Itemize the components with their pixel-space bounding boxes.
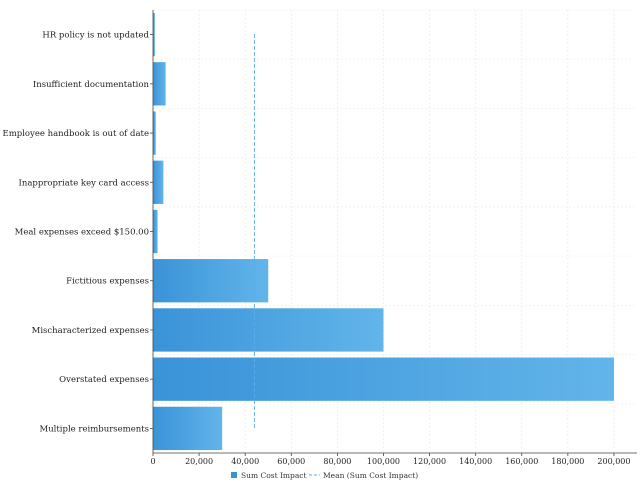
category-label: HR policy is not updated bbox=[42, 31, 149, 41]
x-tick-label: 60,000 bbox=[277, 457, 305, 466]
bar bbox=[153, 406, 223, 451]
bar bbox=[153, 308, 384, 352]
bar bbox=[153, 111, 156, 155]
bar bbox=[153, 209, 158, 254]
x-tick-label: 100,000 bbox=[367, 457, 400, 466]
bar bbox=[153, 160, 164, 204]
x-tick-label: 200,000 bbox=[597, 457, 630, 466]
bar bbox=[153, 259, 269, 303]
legend-bar-swatch bbox=[231, 472, 237, 478]
x-tick-label: 80,000 bbox=[323, 457, 351, 466]
category-label: Insufficient documentation bbox=[33, 80, 150, 90]
x-tick-label: 140,000 bbox=[459, 457, 492, 466]
x-tick-label: 40,000 bbox=[231, 457, 259, 466]
axis-layer bbox=[150, 10, 637, 456]
bar bbox=[153, 357, 614, 401]
bar bbox=[153, 12, 155, 57]
category-label: Employee handbook is out of date bbox=[2, 129, 149, 139]
category-label: Meal expenses exceed $150.00 bbox=[15, 228, 149, 238]
bar bbox=[153, 62, 166, 106]
x-tick-label: 120,000 bbox=[413, 457, 446, 466]
category-label: Mischaracterized expenses bbox=[32, 326, 149, 336]
category-label: Fictitious expenses bbox=[66, 277, 149, 287]
x-tick-label: 20,000 bbox=[185, 457, 213, 466]
category-label: Overstated expenses bbox=[59, 375, 149, 385]
legend-bar-label: Sum Cost Impact bbox=[241, 471, 307, 480]
label-layer: 0 20,000 40,000 60,000 80,000 100,000 120,000 1… bbox=[2, 31, 630, 466]
legend: Sum Cost Impact Mean (Sum Cost Impact) bbox=[231, 471, 418, 480]
x-tick-label: 160,000 bbox=[505, 457, 538, 466]
x-tick-label: 180,000 bbox=[551, 457, 584, 466]
legend-mean-label: Mean (Sum Cost Impact) bbox=[323, 471, 418, 480]
bar-layer bbox=[153, 12, 614, 451]
x-tick-label: 0 bbox=[150, 457, 155, 466]
category-label: Inappropriate key card access bbox=[19, 178, 149, 188]
category-label: Multiple reimbursements bbox=[39, 424, 149, 434]
